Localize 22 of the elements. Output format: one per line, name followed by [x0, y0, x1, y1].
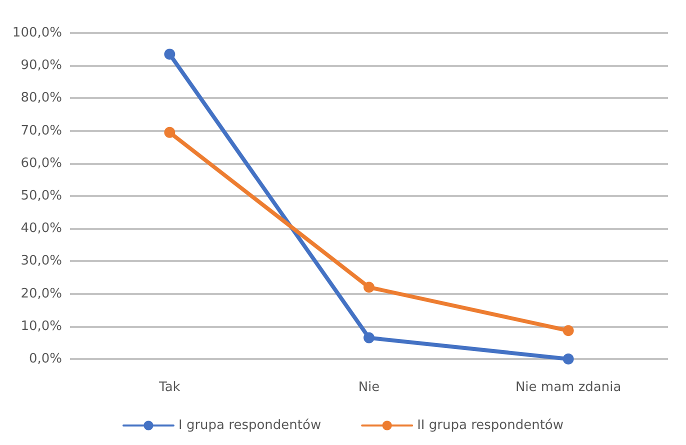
y-tick-label: 70,0%: [20, 123, 62, 138]
y-tick-label: 80,0%: [20, 90, 62, 106]
point: [164, 48, 176, 60]
legend-label: II grupa respondentów: [417, 418, 564, 433]
y-tick-label: 50,0%: [20, 188, 62, 204]
point: [562, 354, 574, 364]
point: [164, 126, 176, 138]
y-tick-label: 0,0%: [28, 352, 62, 366]
x-tick-label: Nie: [358, 380, 380, 395]
point: [364, 282, 374, 293]
y-tick-label: 10,0%: [20, 318, 62, 334]
x-tick-label: Tak: [158, 380, 181, 395]
y-tick-label: 90,0%: [20, 58, 62, 74]
y-tick-label: 40,0%: [20, 221, 62, 236]
y-tick-label: 30,0%: [20, 254, 62, 269]
y-tick-label: 20,0%: [20, 286, 62, 302]
point: [364, 332, 374, 344]
legend-label: I grupa respondentów: [178, 418, 322, 433]
y-tick-label: 60,0%: [20, 156, 62, 171]
y-tick-label: 100,0%: [12, 26, 62, 40]
x-tick-label: Nie mam zdania: [515, 380, 622, 395]
point: [562, 325, 574, 336]
